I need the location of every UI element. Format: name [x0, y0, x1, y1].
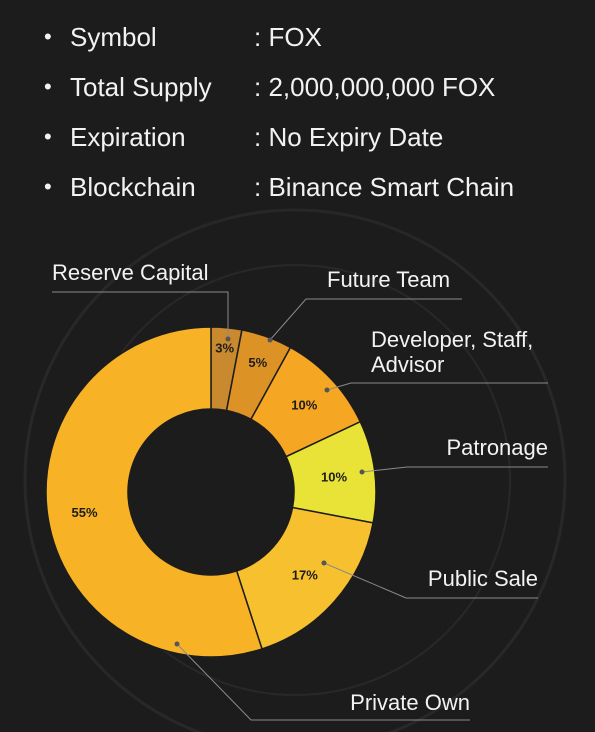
token-info-list: • Symbol : FOX • Total Supply : 2,000,00…	[44, 12, 514, 212]
slice-percent-label: 10%	[291, 397, 317, 412]
slice-name-label: Developer, Staff, Advisor	[371, 327, 533, 377]
callout-line	[361, 466, 548, 473]
slice-name-label: Future Team	[327, 267, 450, 292]
slice-name-label: Private Own	[350, 690, 470, 715]
slice-private-own	[45, 326, 263, 658]
callout-dot	[359, 469, 365, 475]
bullet-icon: •	[44, 174, 52, 199]
callout-dot	[321, 560, 327, 566]
callout-line	[176, 643, 470, 721]
info-label: Symbol	[70, 21, 157, 52]
info-row-expiration: • Expiration : No Expiry Date	[44, 112, 514, 162]
callout-line	[323, 562, 538, 599]
slice-name-label: Public Sale	[428, 566, 538, 591]
slice-percent-label: 10%	[321, 469, 347, 484]
info-value: : Binance Smart Chain	[254, 171, 515, 202]
callout-line	[52, 291, 229, 339]
slice-name-label: Patronage	[446, 435, 548, 460]
callout-dot	[225, 336, 231, 342]
info-row-symbol: • Symbol : FOX	[44, 12, 514, 62]
callout-dot	[267, 337, 273, 343]
bullet-icon: •	[44, 74, 52, 99]
slice-public-sale	[235, 506, 374, 650]
info-label: Expiration	[70, 121, 186, 152]
callout-line	[326, 382, 548, 391]
slice-name-label: Reserve Capital	[52, 260, 209, 285]
info-label: Blockchain	[70, 171, 196, 202]
info-row-blockchain: • Blockchain : Binance Smart Chain	[44, 162, 514, 212]
info-value: : No Expiry Date	[254, 121, 444, 152]
info-row-total-supply: • Total Supply : 2,000,000,000 FOX	[44, 62, 514, 112]
bullet-icon: •	[44, 124, 52, 149]
info-value: : FOX	[254, 21, 322, 52]
slice-percent-label: 55%	[72, 505, 98, 520]
bullet-icon: •	[44, 24, 52, 49]
info-value: : 2,000,000,000 FOX	[254, 71, 496, 102]
callout-line	[269, 298, 462, 341]
slice-percent-label: 3%	[215, 341, 234, 356]
slice-percent-label: 17%	[292, 568, 318, 583]
callout-dot	[174, 641, 180, 647]
info-label: Total Supply	[70, 71, 212, 102]
slice-percent-label: 5%	[248, 355, 267, 370]
callout-dot	[324, 387, 330, 393]
